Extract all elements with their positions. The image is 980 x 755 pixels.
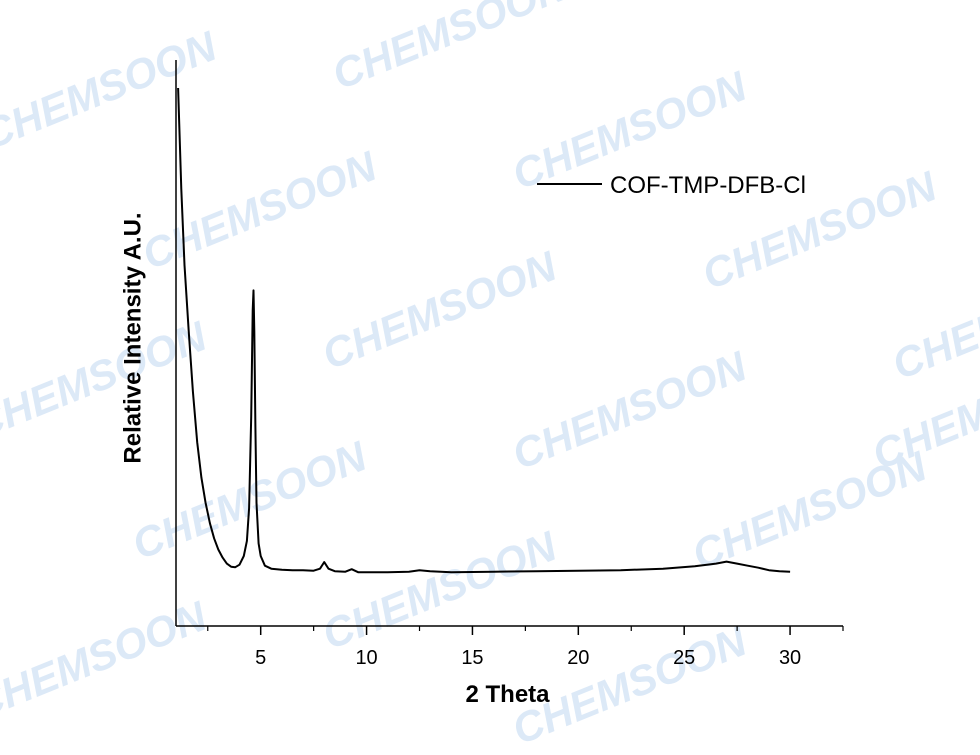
x-tick-label: 30 [779,647,801,669]
legend: COF-TMP-DFB-Cl [537,172,806,199]
x-tick-label: 25 [673,647,695,669]
x-tick-label: 5 [255,647,266,669]
x-tick-label: 10 [355,647,377,669]
axes: 5 10 15 20 25 30 2 Theta Relative Intensity A… [119,60,844,708]
legend-label: COF-TMP-DFB-Cl [610,172,806,199]
y-axis-title: Relative Intensity A.U. [119,212,146,463]
watermark-text: CHEMSOON [0,21,224,158]
series-layer [177,87,791,574]
x-ticks: 5 10 15 20 25 30 [207,626,844,669]
x-axis-title: 2 Theta [465,681,550,708]
x-tick-label: 15 [461,647,483,669]
watermark-text: CHEMSOON [316,241,564,378]
x-tick-label: 20 [567,647,589,669]
watermark-text: CHEMSOON [326,0,574,98]
watermark-text: CHEMSOON [136,141,384,278]
watermark-text: CHEMSOON [506,341,754,478]
watermark-text: CHEMSOON [316,521,564,658]
watermark-text: CHEMSOON [886,251,980,388]
series-line [177,87,791,574]
watermark-text: CHEMSOON [0,591,214,728]
watermark-text: CHEMSOON [0,311,214,448]
